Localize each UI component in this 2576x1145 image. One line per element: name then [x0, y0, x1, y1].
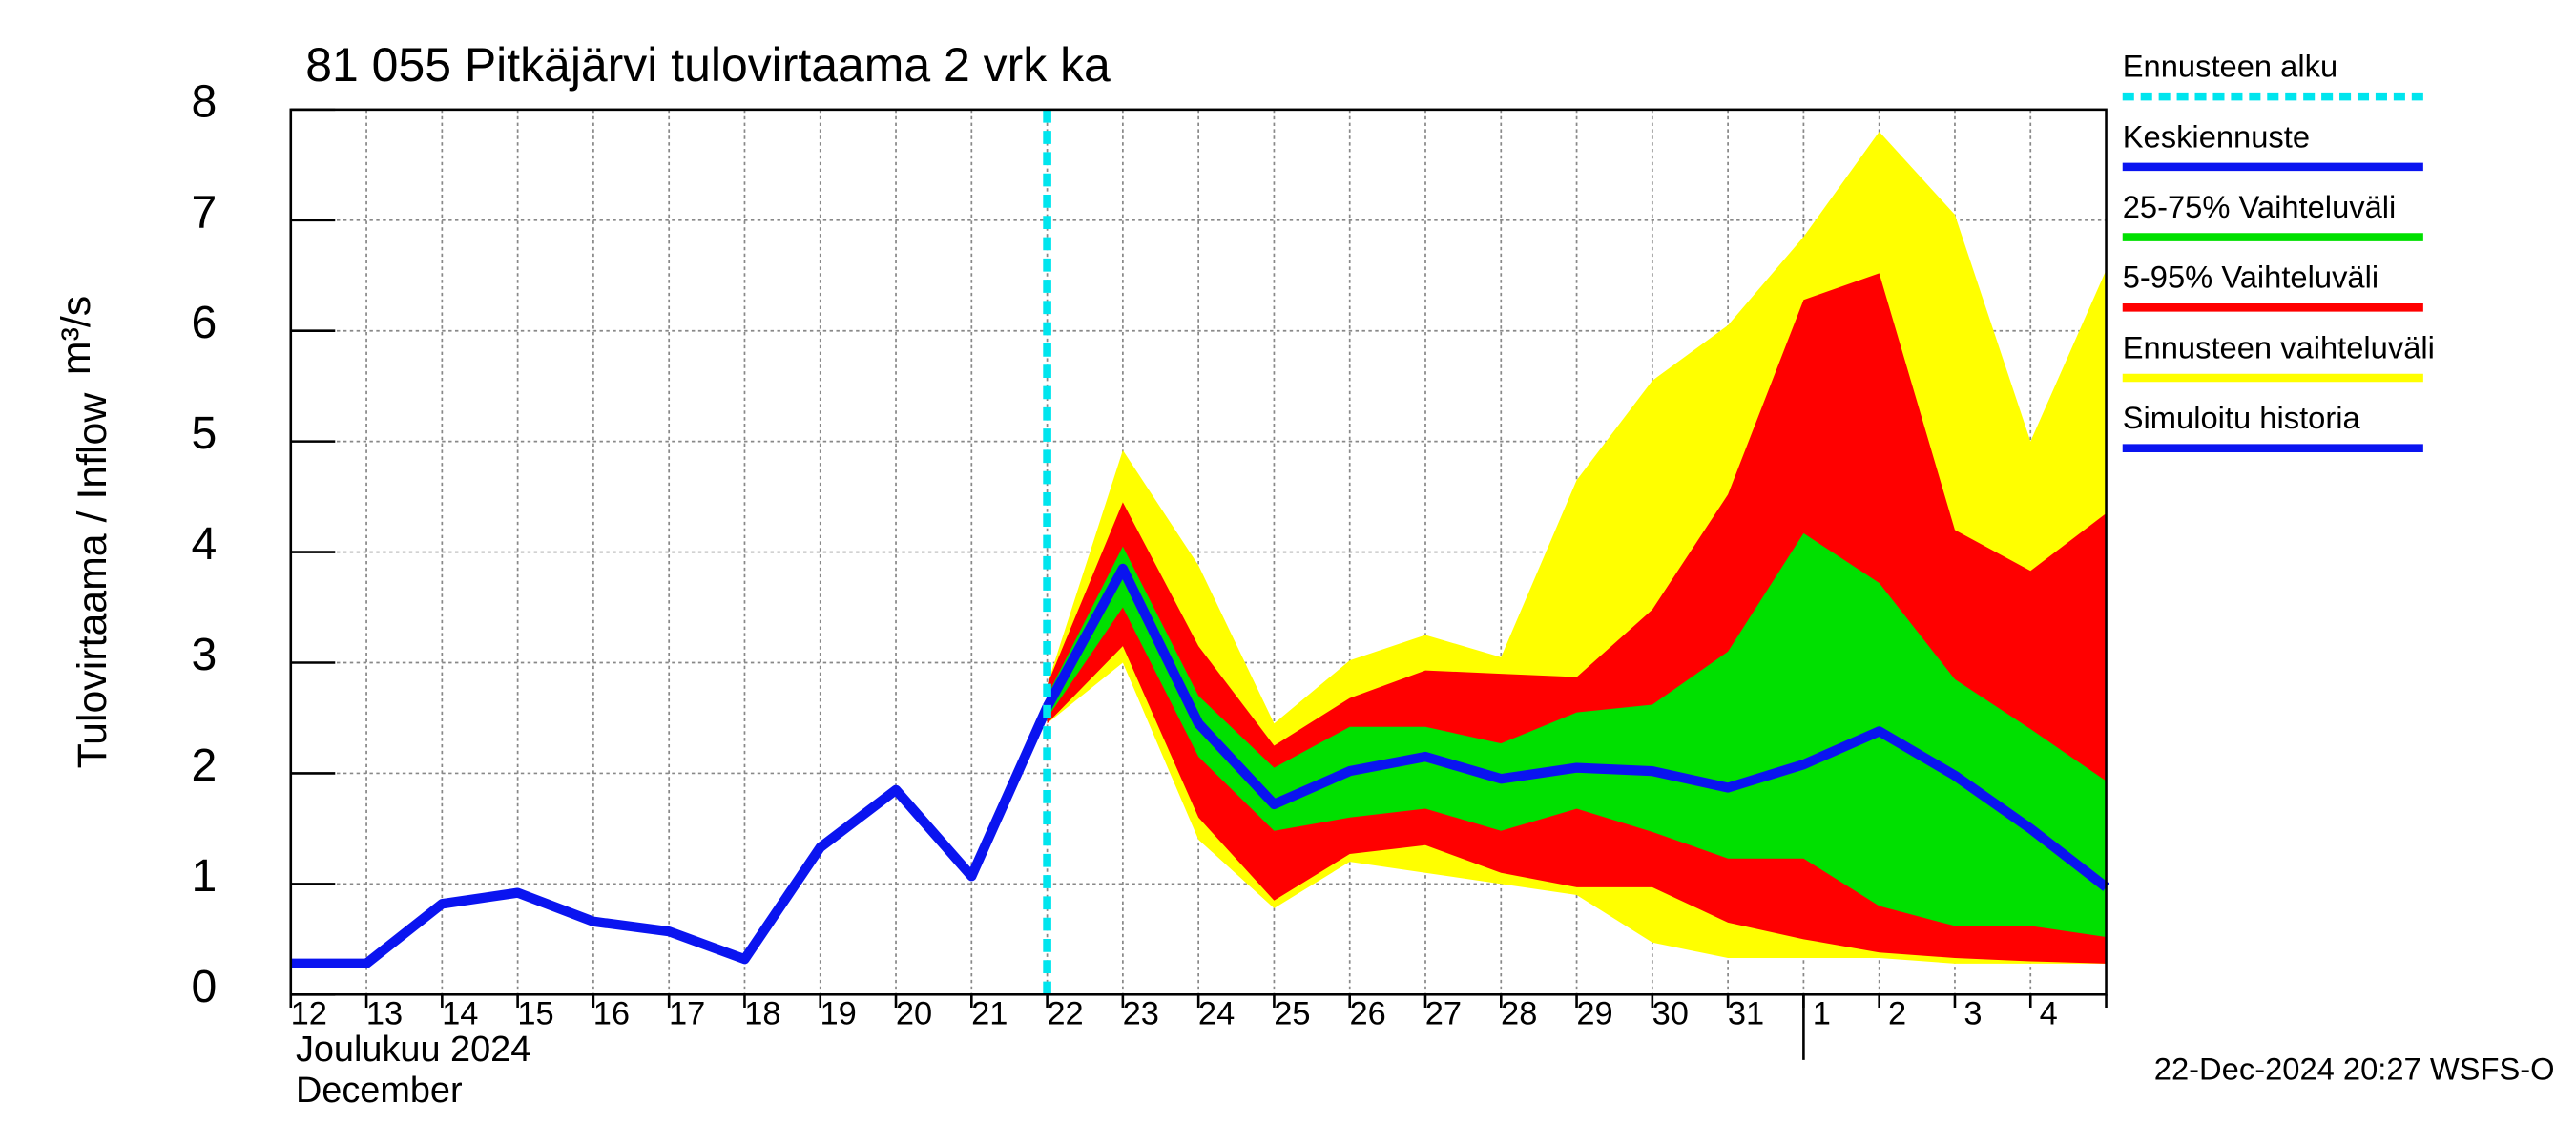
band: [1047, 532, 2107, 938]
x-tick-label: 19: [821, 996, 857, 1032]
x-tick-label: 4: [2040, 996, 2058, 1032]
x-tick-label: 3: [1963, 996, 1982, 1032]
footer: 22-Dec-2024 20:27 WSFS-O: [2154, 1051, 2555, 1087]
x-tick-label: 12: [291, 996, 327, 1032]
x-tick-label: 18: [744, 996, 780, 1032]
y-tick-label: 7: [191, 186, 217, 238]
line: [1043, 563, 2109, 891]
x-tick-label: 24: [1198, 996, 1235, 1032]
y-tick-label: 1: [191, 850, 217, 902]
legend-label: 25-75% Vaihteluväli: [2123, 189, 2397, 224]
y-tick-label: 4: [191, 518, 217, 570]
legend-label: 5-95% Vaihteluväli: [2123, 260, 2379, 295]
x-tick-label: 22: [1047, 996, 1083, 1032]
x-tick-label: 28: [1501, 996, 1537, 1032]
legend-label: Keskiennuste: [2123, 118, 2310, 154]
x-tick-label: 13: [366, 996, 403, 1032]
x-tick-label: 23: [1123, 996, 1159, 1032]
y-tick-label: 5: [191, 407, 217, 459]
month-label-en: December: [296, 1071, 463, 1111]
y-tick-label: 0: [191, 961, 217, 1012]
y-axis-unit: m³/s: [53, 296, 99, 375]
x-tick-label: 29: [1576, 996, 1612, 1032]
month-label: Joulukuu 2024: [296, 1030, 530, 1070]
legend-label: Ennusteen alku: [2123, 49, 2337, 84]
y-tick-label: 2: [191, 739, 217, 791]
y-tick-label: 8: [191, 75, 217, 127]
legend-label: Ennusteen vaihteluväli: [2123, 330, 2435, 365]
x-tick-label: 26: [1350, 996, 1386, 1032]
y-tick-label: 3: [191, 629, 217, 680]
legend-label: Simuloitu historia: [2123, 400, 2361, 435]
x-tick-label: 27: [1425, 996, 1462, 1032]
x-tick-label: 15: [517, 996, 553, 1032]
x-tick-label: 20: [896, 996, 932, 1032]
x-tick-label: 2: [1888, 996, 1906, 1032]
x-tick-label: 30: [1652, 996, 1689, 1032]
x-tick-label: 16: [593, 996, 630, 1032]
chart-title: 81 055 Pitkäjärvi tulovirtaama 2 vrk ka: [305, 38, 1111, 92]
y-tick-label: 6: [191, 297, 217, 348]
x-tick-label: 31: [1728, 996, 1764, 1032]
y-axis-label: Tulovirtaama / Inflow: [70, 392, 115, 769]
x-tick-label: 1: [1813, 996, 1831, 1032]
x-tick-label: 21: [971, 996, 1008, 1032]
plot-frame: [289, 108, 2108, 996]
x-tick-label: 17: [669, 996, 705, 1032]
line: [290, 704, 1052, 968]
x-tick-label: 14: [442, 996, 478, 1032]
x-tick-label: 25: [1274, 996, 1310, 1032]
